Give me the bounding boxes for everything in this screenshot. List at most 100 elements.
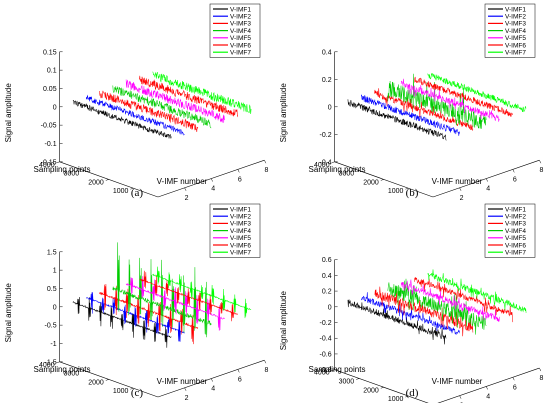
series-line: [400, 279, 500, 322]
z-tick-label: -0.5: [45, 323, 57, 330]
series-line: [72, 100, 172, 139]
x-tick: [184, 187, 187, 191]
z-tick-label: -0.15: [41, 159, 57, 166]
y-tick-label: 1000: [388, 188, 404, 195]
z-tick-label: 0: [53, 104, 57, 111]
series-lines: [72, 242, 252, 348]
legend-entry: V-IMF2: [230, 214, 251, 221]
x-tick-label: 6: [238, 376, 242, 383]
y-axis-label: Sampling points: [34, 365, 91, 374]
z-tick-label: 0.1: [47, 68, 57, 75]
legend: V-IMF1V-IMF2V-IMF3V-IMF4V-IMF5V-IMF6V-IM…: [484, 3, 536, 58]
y-tick-label: 2000: [363, 387, 379, 394]
legend-entry: V-IMF5: [505, 235, 526, 242]
x-tick-label: 6: [513, 384, 517, 391]
legend: V-IMF1V-IMF2V-IMF3V-IMF4V-IMF5V-IMF6V-IM…: [484, 203, 536, 258]
panel-label: (a): [131, 187, 144, 199]
x-tick: [264, 160, 267, 164]
series-lines: [347, 269, 527, 345]
y-tick: [405, 187, 409, 190]
series-line: [152, 266, 252, 319]
z-tick-label: -0.8: [320, 367, 332, 374]
series-line: [125, 276, 225, 331]
x-tick: [485, 178, 488, 182]
chart-panel: 2 4 6 8 1000 2000 3000 4000-0.15 -0.1 -0.05 0 0.05 0…: [4, 3, 268, 202]
z-tick-label: -0.1: [45, 141, 57, 148]
x-tick: [539, 160, 542, 164]
series-line: [374, 286, 474, 337]
y-tick-label: 3000: [64, 371, 80, 378]
panel-label: (c): [131, 387, 144, 399]
x-tick-label: 8: [539, 375, 543, 382]
y-axis-label: Sampling points: [309, 165, 366, 174]
y-tick: [105, 379, 109, 381]
z-tick-label: 0.2: [322, 77, 332, 84]
x-tick: [184, 387, 187, 391]
z-tick-label: 0: [328, 304, 332, 311]
legend-entry: V-IMF1: [505, 6, 526, 13]
legend-entry: V-IMF2: [505, 214, 526, 221]
y-tick: [130, 387, 134, 390]
x-tick-label: 4: [486, 393, 490, 400]
series-line: [112, 85, 212, 129]
z-tick-label: -1.5: [45, 359, 57, 366]
y-tick: [81, 370, 85, 372]
series-line: [427, 269, 527, 313]
axes: 2 4 6 8 1000 2000 3000 4000-1.5 -1 -0.5 0 0.5 1 1.5 V-…: [4, 249, 268, 401]
series-line: [427, 73, 527, 113]
series-line: [152, 71, 252, 115]
legend-entry: V-IMF3: [230, 21, 251, 28]
z-axis-label: Signal amplitude: [4, 83, 13, 143]
z-tick-label: -0.05: [41, 123, 57, 130]
z-tick-label: -0.6: [320, 351, 332, 358]
x-tick: [512, 377, 515, 381]
z-tick-label: 0: [328, 104, 332, 111]
legend-entry: V-IMF5: [505, 35, 526, 42]
legend-entry: V-IMF5: [230, 35, 251, 42]
x-axis-label: V-IMF number: [432, 177, 483, 186]
x-tick-label: 4: [211, 386, 215, 393]
z-tick-label: 0: [53, 304, 57, 311]
x-tick: [210, 178, 213, 182]
y-tick: [356, 378, 360, 380]
legend-entry: V-IMF7: [505, 50, 526, 57]
legend-entry: V-IMF4: [505, 28, 526, 35]
y-tick-label: 4000: [314, 162, 330, 169]
x-tick-label: 2: [185, 195, 189, 202]
legend-entry: V-IMF4: [230, 228, 251, 235]
series-lines: [72, 71, 252, 139]
series-line: [400, 78, 500, 122]
z-tick-label: 0.15: [43, 49, 57, 56]
y-tick: [380, 387, 384, 389]
x-tick-label: 6: [513, 176, 517, 183]
z-tick-label: 0.2: [322, 289, 332, 296]
legend-entry: V-IMF6: [230, 42, 251, 49]
y-tick-label: 4000: [314, 370, 330, 377]
axes: 24681000200030004000-0.8-0.6-0.4-0.200.2…: [279, 257, 543, 403]
y-tick-label: 2000: [88, 179, 104, 186]
chart-panel: 2 4 6 8 1000 2000 3000 4000-0.4 -0.2 0 0.2 0.4 V-IMF…: [279, 3, 543, 202]
y-tick: [56, 161, 60, 164]
x-tick: [237, 169, 240, 173]
z-axis-label: Signal amplitude: [279, 291, 288, 351]
legend-entry: V-IMF7: [505, 250, 526, 257]
legend-entry: V-IMF4: [505, 228, 526, 235]
panel-label: (d): [406, 387, 419, 399]
y-tick-label: 4000: [39, 162, 55, 169]
y-tick: [105, 179, 109, 181]
legend-entry: V-IMF6: [505, 42, 526, 49]
series-line: [347, 99, 447, 141]
series-line: [125, 79, 225, 123]
legend-entry: V-IMF2: [230, 14, 251, 21]
y-tick: [405, 395, 409, 398]
z-tick-label: -0.4: [320, 336, 332, 343]
z-axis-label: Signal amplitude: [279, 83, 288, 143]
z-tick-label: 0.6: [322, 257, 332, 264]
z-tick-label: 0.5: [47, 286, 57, 293]
y-axis-label: Sampling points: [34, 165, 91, 174]
series-line: [72, 296, 172, 348]
axes: 2 4 6 8 1000 2000 3000 4000-0.15 -0.1 -0.05 0 0.05 0…: [4, 49, 268, 202]
series-line: [112, 242, 212, 338]
legend-entry: V-IMF1: [505, 206, 526, 213]
x-axis-label: V-IMF number: [432, 377, 483, 386]
